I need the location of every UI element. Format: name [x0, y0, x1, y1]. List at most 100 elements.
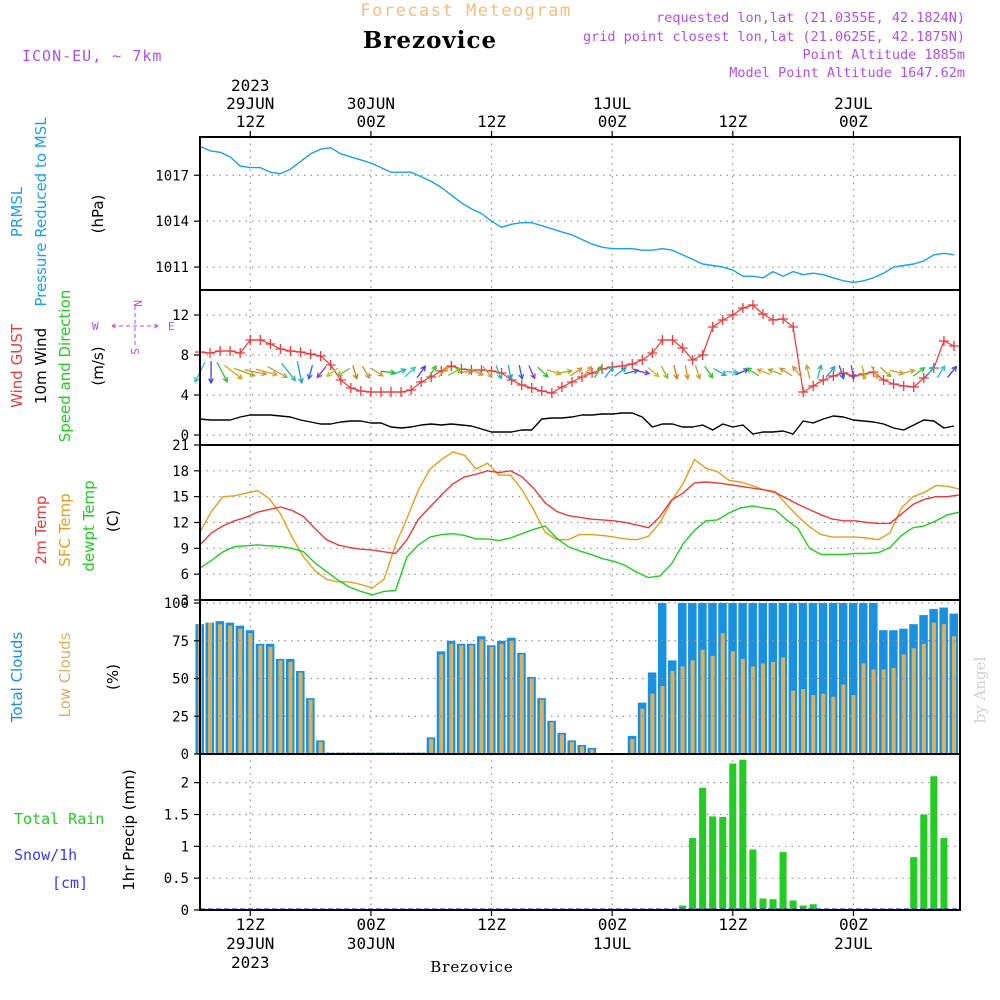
gust-marker — [406, 385, 417, 395]
wind-arrow — [870, 365, 879, 379]
gust-marker — [617, 361, 628, 371]
snow-label: Snow/1h — [14, 846, 77, 864]
y-tick-label: 21 — [172, 438, 189, 454]
wind-arrow — [635, 369, 650, 375]
grid-point-coords: grid point closest lon,lat (21.0625E, 42… — [583, 29, 965, 45]
wind-arrow — [557, 370, 572, 374]
wind-arrowhead — [929, 365, 935, 372]
gust-marker — [285, 346, 296, 356]
y-tick-label: 1011 — [155, 260, 189, 276]
wind-arrow — [361, 365, 371, 379]
rain-bar — [779, 852, 787, 910]
wind-arrow — [816, 365, 822, 379]
gust-marker — [255, 335, 266, 345]
y-tick-label: 1 — [181, 839, 189, 855]
low-cloud-bar — [781, 657, 786, 754]
wind-arrowhead — [951, 365, 958, 372]
low-cloud-bar — [308, 699, 313, 754]
wind-arrowhead — [518, 373, 525, 381]
gust-marker — [446, 361, 457, 371]
rain-bar — [799, 905, 807, 910]
low-cloud-bar — [821, 693, 826, 754]
panel-frame-2 — [199, 444, 961, 601]
gust-marker — [888, 379, 899, 389]
gust-marker — [808, 381, 819, 391]
gust-marker — [396, 387, 407, 397]
low-clouds-label: Low Clouds — [56, 632, 74, 717]
gust-marker — [315, 351, 326, 361]
wind-arrowhead — [919, 367, 926, 373]
low-cloud-bar — [740, 658, 745, 754]
wind-arrow — [255, 368, 278, 376]
gust-marker — [587, 368, 598, 378]
gust-marker — [798, 387, 809, 397]
wind-arrowhead — [316, 372, 323, 379]
low-cloud-bar — [459, 645, 464, 754]
wind-arrowhead — [542, 371, 549, 378]
snow-unit-label: [cm] — [52, 874, 88, 892]
low-cloud-bar — [801, 689, 806, 754]
wind-arrowhead — [306, 373, 313, 381]
gust-marker — [697, 350, 708, 360]
bottom-time-label: 2023 — [231, 953, 270, 972]
gust-marker — [566, 377, 577, 387]
wind-arrow — [447, 368, 461, 376]
low-cloud-bar — [248, 633, 253, 754]
low-cloud-bar — [841, 684, 846, 754]
wind-arrowhead — [530, 373, 536, 380]
requested-coords: requested lon,lat (21.0355E, 42.1824N) — [656, 10, 965, 26]
low-cloud-bar — [660, 686, 665, 754]
low-cloud-bar — [831, 696, 836, 754]
wind-arrow — [233, 367, 255, 377]
gust-marker — [908, 382, 919, 392]
rain-bar — [739, 759, 747, 910]
wind-speed-dir-label: Speed and Direction — [56, 290, 74, 443]
top-time-label: 2023 — [231, 76, 270, 95]
low-cloud-bar — [770, 661, 776, 754]
wind-arrow — [912, 367, 925, 377]
wind-arrowhead — [249, 371, 256, 378]
top-time-label: 12Z — [477, 112, 506, 131]
wind-arrowhead — [909, 368, 916, 375]
low-cloud-bar — [700, 649, 705, 754]
gust-marker — [878, 375, 889, 385]
gust-marker — [386, 387, 397, 397]
low-cloud-bar — [590, 749, 595, 754]
wind-arrow — [267, 366, 288, 378]
low-cloud-bar — [489, 646, 494, 754]
precip-unit: 1hr Precip (mm) — [120, 769, 138, 890]
location-title: Brezovice — [363, 27, 497, 54]
top-time-label: 1JUL — [593, 94, 632, 113]
y-tick-label: 75 — [172, 634, 189, 650]
point-altitude: Point Altitude 1885m — [802, 47, 965, 63]
y-tick-label: 25 — [172, 709, 189, 725]
wind-arrow — [569, 367, 583, 377]
wind-arrowhead — [271, 370, 279, 377]
wind-arrowhead — [707, 372, 714, 379]
gust-label: Wind GUST — [8, 323, 26, 408]
wind-arrow — [537, 366, 549, 378]
wind-arrowhead — [873, 373, 879, 380]
rain-bar — [699, 787, 707, 910]
watermark: by Angel — [971, 656, 989, 723]
model-label: ICON-EU, ~ 7km — [22, 47, 162, 65]
dewpt-label: dewpt Temp — [80, 480, 98, 571]
model-point-altitude: Model Point Altitude 1647.62m — [729, 65, 965, 81]
low-cloud-bar — [881, 669, 886, 754]
low-cloud-bar — [429, 738, 434, 754]
wind-arrow — [825, 366, 836, 378]
y-tick-label: 0 — [181, 903, 189, 919]
gust-marker — [918, 373, 929, 383]
temp-unit: (C) — [104, 510, 122, 532]
rain-bar — [930, 776, 938, 910]
y-tick-label: 15 — [172, 490, 189, 506]
compass-rose: N W E S — [92, 300, 175, 355]
wind-arrow — [604, 366, 614, 378]
compass-s: S — [128, 348, 141, 355]
wind-arrowhead — [431, 365, 437, 372]
panel-frame-4 — [199, 753, 961, 911]
wind-arrowhead — [644, 369, 651, 376]
top-time-label: 30JUN — [347, 94, 395, 113]
gust-marker — [898, 381, 909, 391]
low-cloud-bar — [559, 734, 564, 754]
